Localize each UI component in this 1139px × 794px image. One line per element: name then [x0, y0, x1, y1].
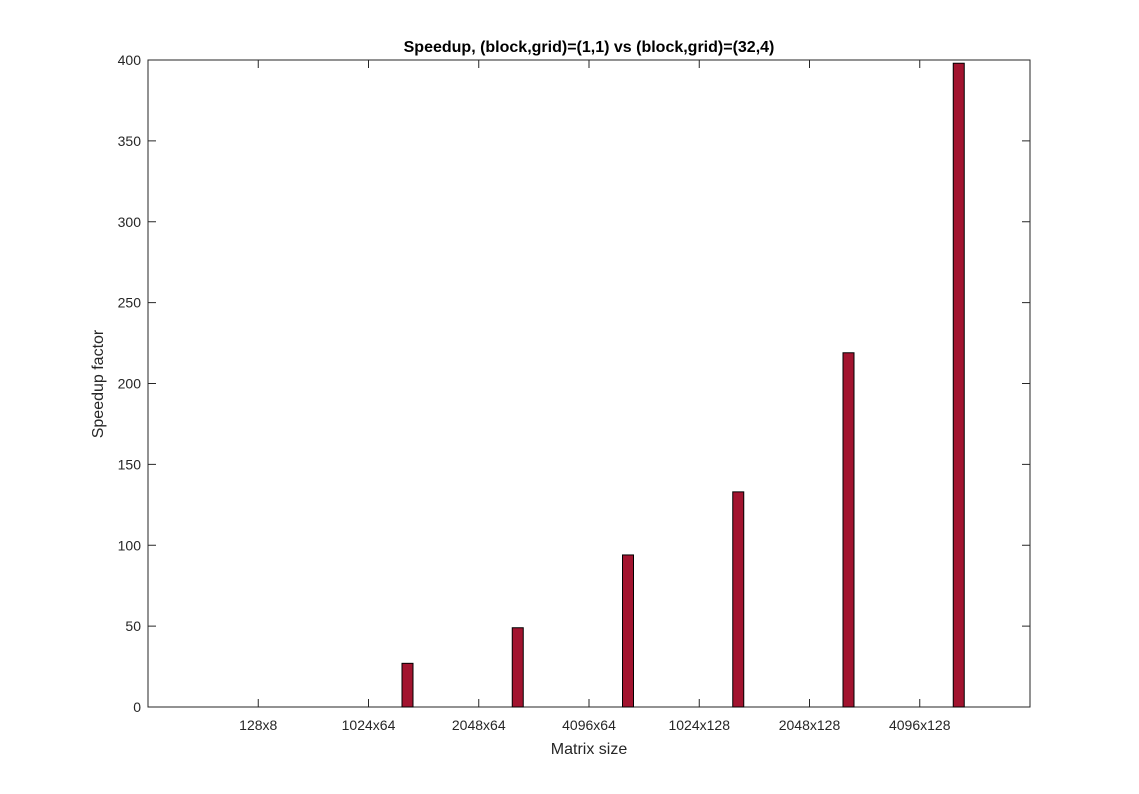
- plot-area-box: [147, 59, 1031, 708]
- bar-2048x64: [511, 627, 524, 708]
- y-tick-label: 50: [125, 618, 141, 634]
- chart-title: Speedup, (block,grid)=(1,1) vs (block,gr…: [404, 39, 775, 56]
- x-tick-label: 2048x64: [452, 717, 506, 733]
- x-tick-label: 4096x64: [562, 717, 616, 733]
- y-axis-ticks: 0 50 100 150 200 250 300 350 400: [118, 52, 1030, 715]
- x-axis-label: Matrix size: [551, 741, 628, 758]
- y-tick-label: 400: [118, 52, 142, 68]
- bars-group: [401, 62, 965, 708]
- bar-4096x64: [622, 554, 634, 708]
- x-tick-label: 4096x128: [889, 717, 951, 733]
- x-axis-ticks: 128x8 1024x64 2048x64 4096x64 1024x128 2048x1…: [239, 60, 951, 733]
- x-tick-label: 2048x128: [779, 717, 841, 733]
- plot-frame: [147, 59, 1031, 708]
- x-tick-label: 1024x128: [668, 717, 730, 733]
- y-tick-label: 150: [118, 456, 142, 472]
- y-tick-label: 0: [133, 699, 141, 715]
- x-tick-label: 1024x64: [342, 717, 396, 733]
- bar-1024x64: [401, 662, 414, 708]
- y-tick-label: 200: [118, 376, 142, 392]
- x-tick-label: 128x8: [239, 717, 277, 733]
- y-tick-label: 100: [118, 537, 142, 553]
- bar-1024x128: [732, 491, 745, 708]
- y-tick-label: 350: [118, 133, 142, 149]
- y-tick-label: 300: [118, 214, 142, 230]
- y-tick-label: 250: [118, 295, 142, 311]
- y-axis-label: Speedup factor: [90, 329, 107, 438]
- bar-4096x128: [952, 62, 965, 708]
- bar-2048x128: [842, 352, 855, 708]
